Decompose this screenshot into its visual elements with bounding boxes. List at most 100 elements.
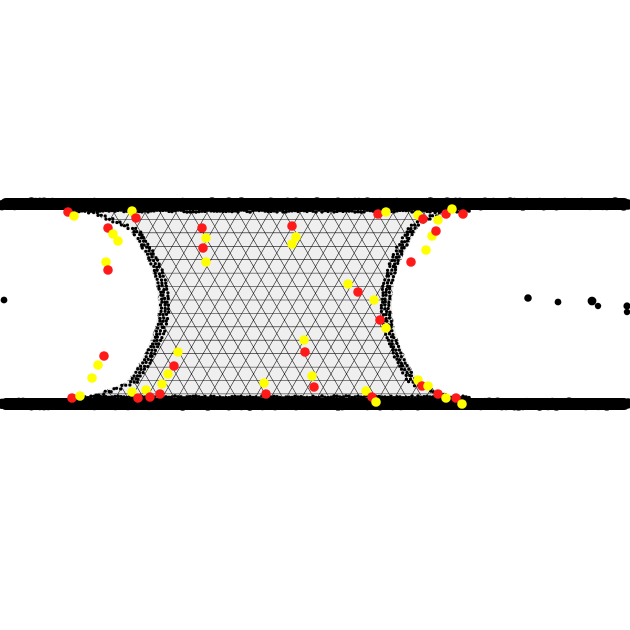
- boundary-particle: [382, 281, 386, 285]
- plate-particle: [95, 395, 99, 400]
- boundary-particle: [141, 371, 145, 375]
- boundary-particle: [151, 249, 155, 253]
- plate-particle: [206, 208, 210, 212]
- boundary-particle: [138, 371, 142, 375]
- mesh-edge: [237, 206, 375, 402]
- five-fold-defect: [353, 287, 363, 297]
- seven-fold-defect: [343, 279, 353, 289]
- plate-particle: [104, 395, 108, 399]
- plate-particle: [104, 208, 108, 213]
- boundary-particle: [386, 306, 390, 311]
- plate-particle: [203, 394, 207, 399]
- boundary-particle: [162, 325, 166, 329]
- plate-particle: [389, 394, 393, 399]
- boundary-particle: [428, 217, 432, 221]
- boundary-particle: [396, 354, 400, 358]
- boundary-particle: [144, 360, 148, 364]
- boundary-particle: [383, 278, 387, 282]
- boundary-particle: [147, 249, 151, 253]
- plate-particle: [407, 395, 411, 400]
- seven-fold-defect: [87, 373, 97, 383]
- boundary-particle: [165, 287, 169, 291]
- plate-particle: [305, 395, 309, 400]
- plate-particle: [368, 208, 372, 213]
- seven-fold-defect: [173, 347, 183, 357]
- boundary-particle: [389, 344, 393, 349]
- plate-particle: [152, 208, 156, 213]
- boundary-particle: [147, 246, 152, 250]
- boundary-particle: [136, 236, 140, 241]
- plate-particle: [248, 395, 252, 399]
- boundary-particle: [398, 243, 402, 247]
- boundary-particle: [389, 272, 393, 276]
- plate-particle: [95, 209, 99, 213]
- boundary-particle: [383, 297, 387, 301]
- plate-particle: [311, 394, 315, 399]
- boundary-particle: [154, 342, 158, 346]
- seven-fold-defect: [141, 385, 151, 395]
- plate-particle: [293, 394, 297, 399]
- plate-particle: [347, 394, 351, 399]
- plate-particle: [350, 209, 354, 213]
- bridge-boundary-particles: [87, 210, 448, 397]
- boundary-particle: [400, 243, 405, 247]
- plate-particle: [242, 208, 246, 212]
- plate-particle: [622, 398, 630, 409]
- boundary-particle: [104, 217, 108, 221]
- boundary-particle: [384, 332, 388, 336]
- loose-particle: [0, 296, 8, 304]
- boundary-particle: [394, 348, 398, 352]
- plate-particle: [323, 395, 327, 400]
- boundary-particle: [119, 223, 123, 227]
- mesh-edge: [144, 206, 282, 402]
- plate-particle: [239, 208, 243, 212]
- plate-particle: [101, 395, 105, 400]
- boundary-particle: [383, 300, 387, 304]
- boundary-particle: [429, 389, 433, 393]
- plate-particle: [320, 394, 324, 398]
- plate-particle: [113, 394, 117, 399]
- boundary-particle: [428, 214, 432, 218]
- plate-particle: [356, 394, 360, 399]
- plate-particle: [410, 394, 414, 399]
- plate-particle: [92, 394, 96, 399]
- plate-particle: [305, 209, 309, 214]
- boundary-particle: [136, 367, 140, 371]
- five-fold-defect: [433, 389, 443, 399]
- plate-particle: [326, 209, 330, 213]
- plate-particle: [209, 208, 213, 213]
- five-fold-defect: [145, 392, 155, 402]
- boundary-particle: [391, 255, 395, 259]
- mesh-edge: [284, 206, 422, 402]
- boundary-particle: [152, 258, 156, 263]
- plate-particle: [392, 396, 396, 400]
- boundary-particle: [140, 233, 144, 237]
- boundary-particle: [144, 355, 148, 359]
- boundary-particle: [124, 383, 128, 387]
- plate-particle: [404, 395, 408, 400]
- five-fold-defect: [197, 223, 207, 233]
- boundary-particle: [416, 223, 420, 227]
- plate-particle: [236, 209, 240, 214]
- mesh-edge: [209, 206, 347, 402]
- plate-particle: [176, 395, 180, 399]
- boundary-particle: [136, 377, 140, 381]
- plate-particle: [188, 210, 192, 214]
- plate-particle: [287, 209, 291, 213]
- boundary-particle: [410, 232, 414, 237]
- boundary-particle: [390, 268, 394, 272]
- boundary-particle: [393, 262, 397, 266]
- plate-particle: [437, 208, 441, 213]
- boundary-particle: [164, 312, 169, 316]
- plate-particle: [347, 209, 351, 213]
- boundary-particle: [103, 214, 107, 218]
- mesh-edge: [113, 206, 251, 402]
- boundary-particle: [146, 252, 150, 256]
- plate-particle: [344, 394, 348, 398]
- five-fold-defect: [373, 209, 383, 219]
- boundary-particle: [405, 370, 409, 375]
- boundary-particle: [159, 306, 164, 310]
- boundary-particle: [159, 278, 164, 282]
- boundary-particle: [157, 342, 161, 346]
- plate-particle: [257, 396, 261, 400]
